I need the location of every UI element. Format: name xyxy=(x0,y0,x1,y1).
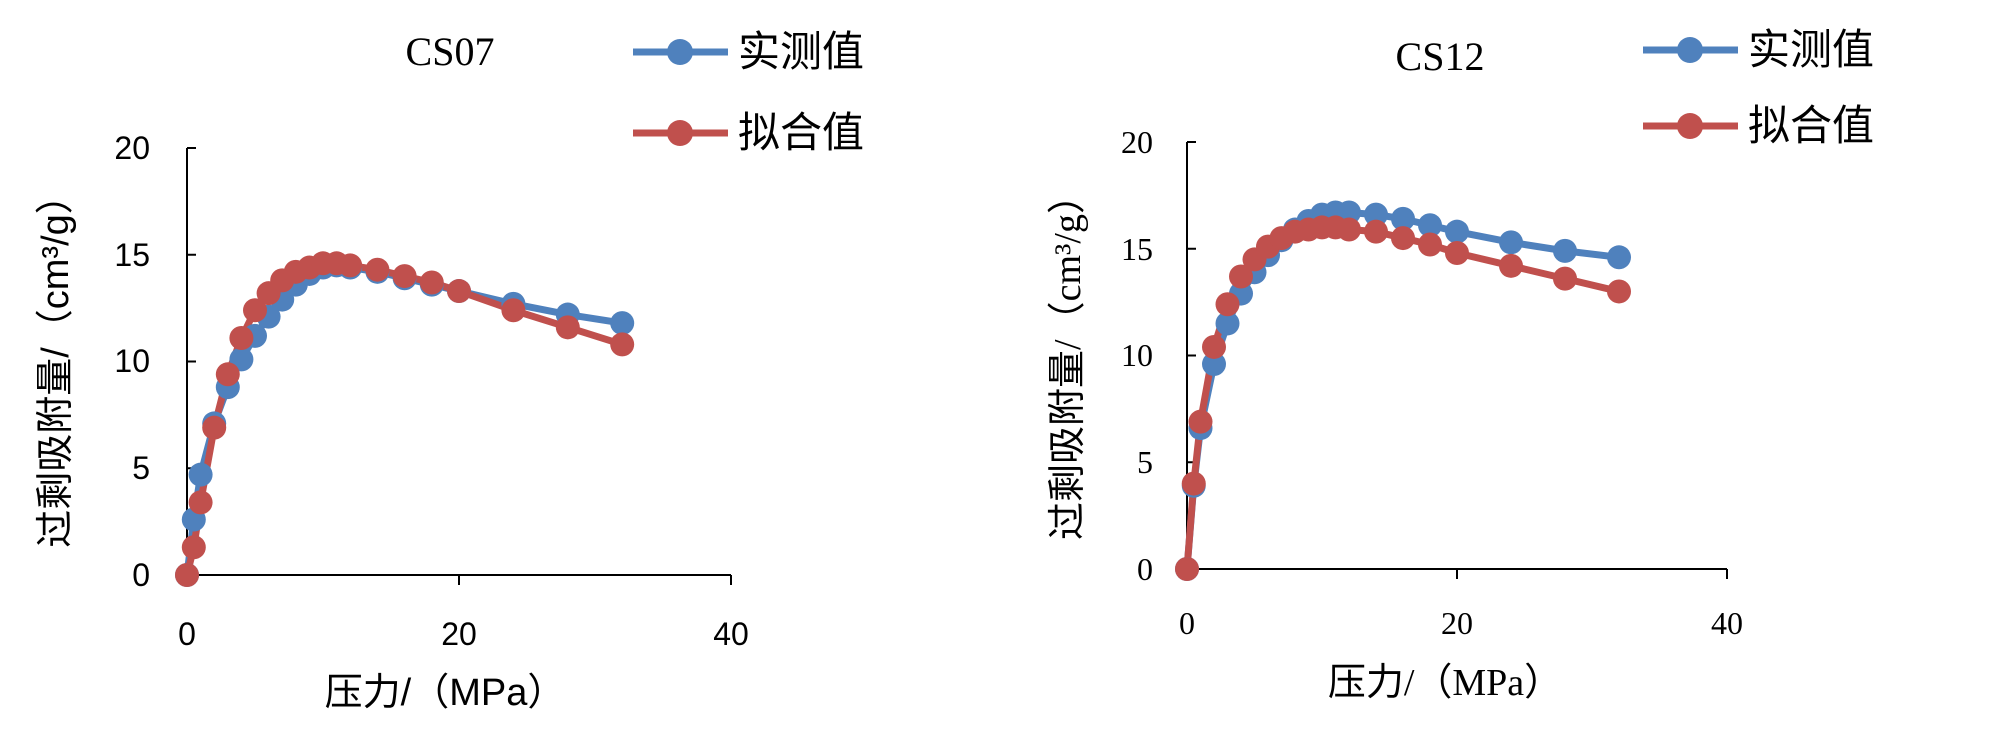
data-point-series-2 xyxy=(1202,334,1226,359)
legend-label-series-1: 实测值 xyxy=(738,28,864,75)
x-tick-label: 40 xyxy=(713,616,749,652)
data-point-series-2 xyxy=(1499,253,1523,278)
data-point-series-2 xyxy=(1607,279,1631,304)
y-tick-label: 20 xyxy=(114,130,150,166)
y-axis-title: 过剩吸附量/（cm³/g） xyxy=(1047,176,1089,540)
data-point-series-1 xyxy=(188,462,213,487)
legend: 实测值 拟合值 xyxy=(633,28,864,156)
y-tick-label: 0 xyxy=(1137,551,1153,587)
x-tick-label: 40 xyxy=(1711,605,1743,641)
x-tick-label: 20 xyxy=(1441,605,1473,641)
data-point-series-2 xyxy=(188,490,213,515)
data-point-series-2 xyxy=(229,326,254,351)
data-point-series-1 xyxy=(1445,219,1469,244)
data-point-series-2 xyxy=(1188,409,1213,434)
data-point-series-2 xyxy=(392,264,417,289)
legend-marker-series-1 xyxy=(1677,37,1703,63)
series-layer xyxy=(1175,200,1631,581)
data-point-series-2 xyxy=(365,257,390,282)
data-point-series-2 xyxy=(181,535,206,560)
x-axis-title: 压力/（MPa） xyxy=(325,672,566,714)
legend-label-series-1: 实测值 xyxy=(1748,26,1874,73)
data-point-series-2 xyxy=(202,415,227,440)
data-point-series-2 xyxy=(1181,471,1206,496)
data-point-series-2 xyxy=(555,315,580,340)
x-tick-label: 0 xyxy=(1179,605,1195,641)
data-point-series-2 xyxy=(243,298,267,323)
data-point-series-1 xyxy=(610,311,635,336)
y-tick-label: 0 xyxy=(132,557,150,593)
legend-marker-series-2 xyxy=(667,120,693,146)
y-tick-label: 15 xyxy=(1121,231,1153,267)
y-tick-label: 20 xyxy=(1121,124,1153,160)
data-point-series-1 xyxy=(1202,352,1226,377)
data-point-series-2 xyxy=(1391,226,1415,251)
y-tick-label: 5 xyxy=(132,450,150,486)
data-point-series-2 xyxy=(1175,557,1199,581)
y-tick-label: 15 xyxy=(114,237,150,273)
y-tick-label: 10 xyxy=(1121,337,1153,373)
axis-ticks xyxy=(1186,141,1728,579)
legend-label-series-2: 拟合值 xyxy=(1748,102,1874,149)
data-point-series-2 xyxy=(1418,232,1442,257)
chart-panel-cs07: CS07 0 20 40 0 5 10 15 20 压力/（MPa） 过剩吸附量… xyxy=(35,28,864,714)
data-point-series-2 xyxy=(1553,266,1577,291)
chart-title: CS07 xyxy=(406,29,495,74)
axis-ticks xyxy=(186,147,732,585)
legend-marker-series-1 xyxy=(667,39,693,65)
data-point-series-1 xyxy=(1215,311,1240,336)
data-point-series-2 xyxy=(1215,292,1240,317)
y-tick-label: 5 xyxy=(1137,444,1153,480)
legend: 实测值 拟合值 xyxy=(1643,26,1874,149)
x-tick-label: 20 xyxy=(441,616,477,652)
data-point-series-2 xyxy=(610,332,635,357)
data-point-series-2 xyxy=(338,253,363,278)
x-axis-title: 压力/（MPa） xyxy=(1328,662,1562,704)
data-point-series-1 xyxy=(1391,206,1415,231)
legend-marker-series-2 xyxy=(1677,113,1703,139)
series-layer xyxy=(175,251,635,587)
data-point-series-2 xyxy=(1445,241,1469,266)
data-point-series-1 xyxy=(1364,202,1388,227)
data-point-series-2 xyxy=(215,362,240,387)
y-tick-label: 10 xyxy=(114,343,150,379)
data-point-series-1 xyxy=(1499,230,1523,255)
data-point-series-1 xyxy=(1418,213,1442,238)
data-point-series-2 xyxy=(501,298,526,323)
data-point-series-2 xyxy=(419,270,444,295)
data-point-series-2 xyxy=(447,279,471,304)
data-point-series-2 xyxy=(1364,219,1388,244)
data-point-series-2 xyxy=(1337,217,1361,242)
chart-panel-cs12: CS12 0 20 40 0 5 10 15 20 压力/（MPa） 过剩吸附量… xyxy=(1047,26,1874,704)
data-point-series-2 xyxy=(1229,264,1253,289)
chart-title: CS12 xyxy=(1396,34,1485,79)
x-tick-label: 0 xyxy=(178,616,196,652)
legend-label-series-2: 拟合值 xyxy=(738,109,864,156)
data-point-series-1 xyxy=(1553,238,1577,263)
data-point-series-2 xyxy=(175,563,199,587)
data-point-series-1 xyxy=(1607,245,1631,270)
y-axis-title: 过剩吸附量/（cm³/g） xyxy=(35,176,77,548)
